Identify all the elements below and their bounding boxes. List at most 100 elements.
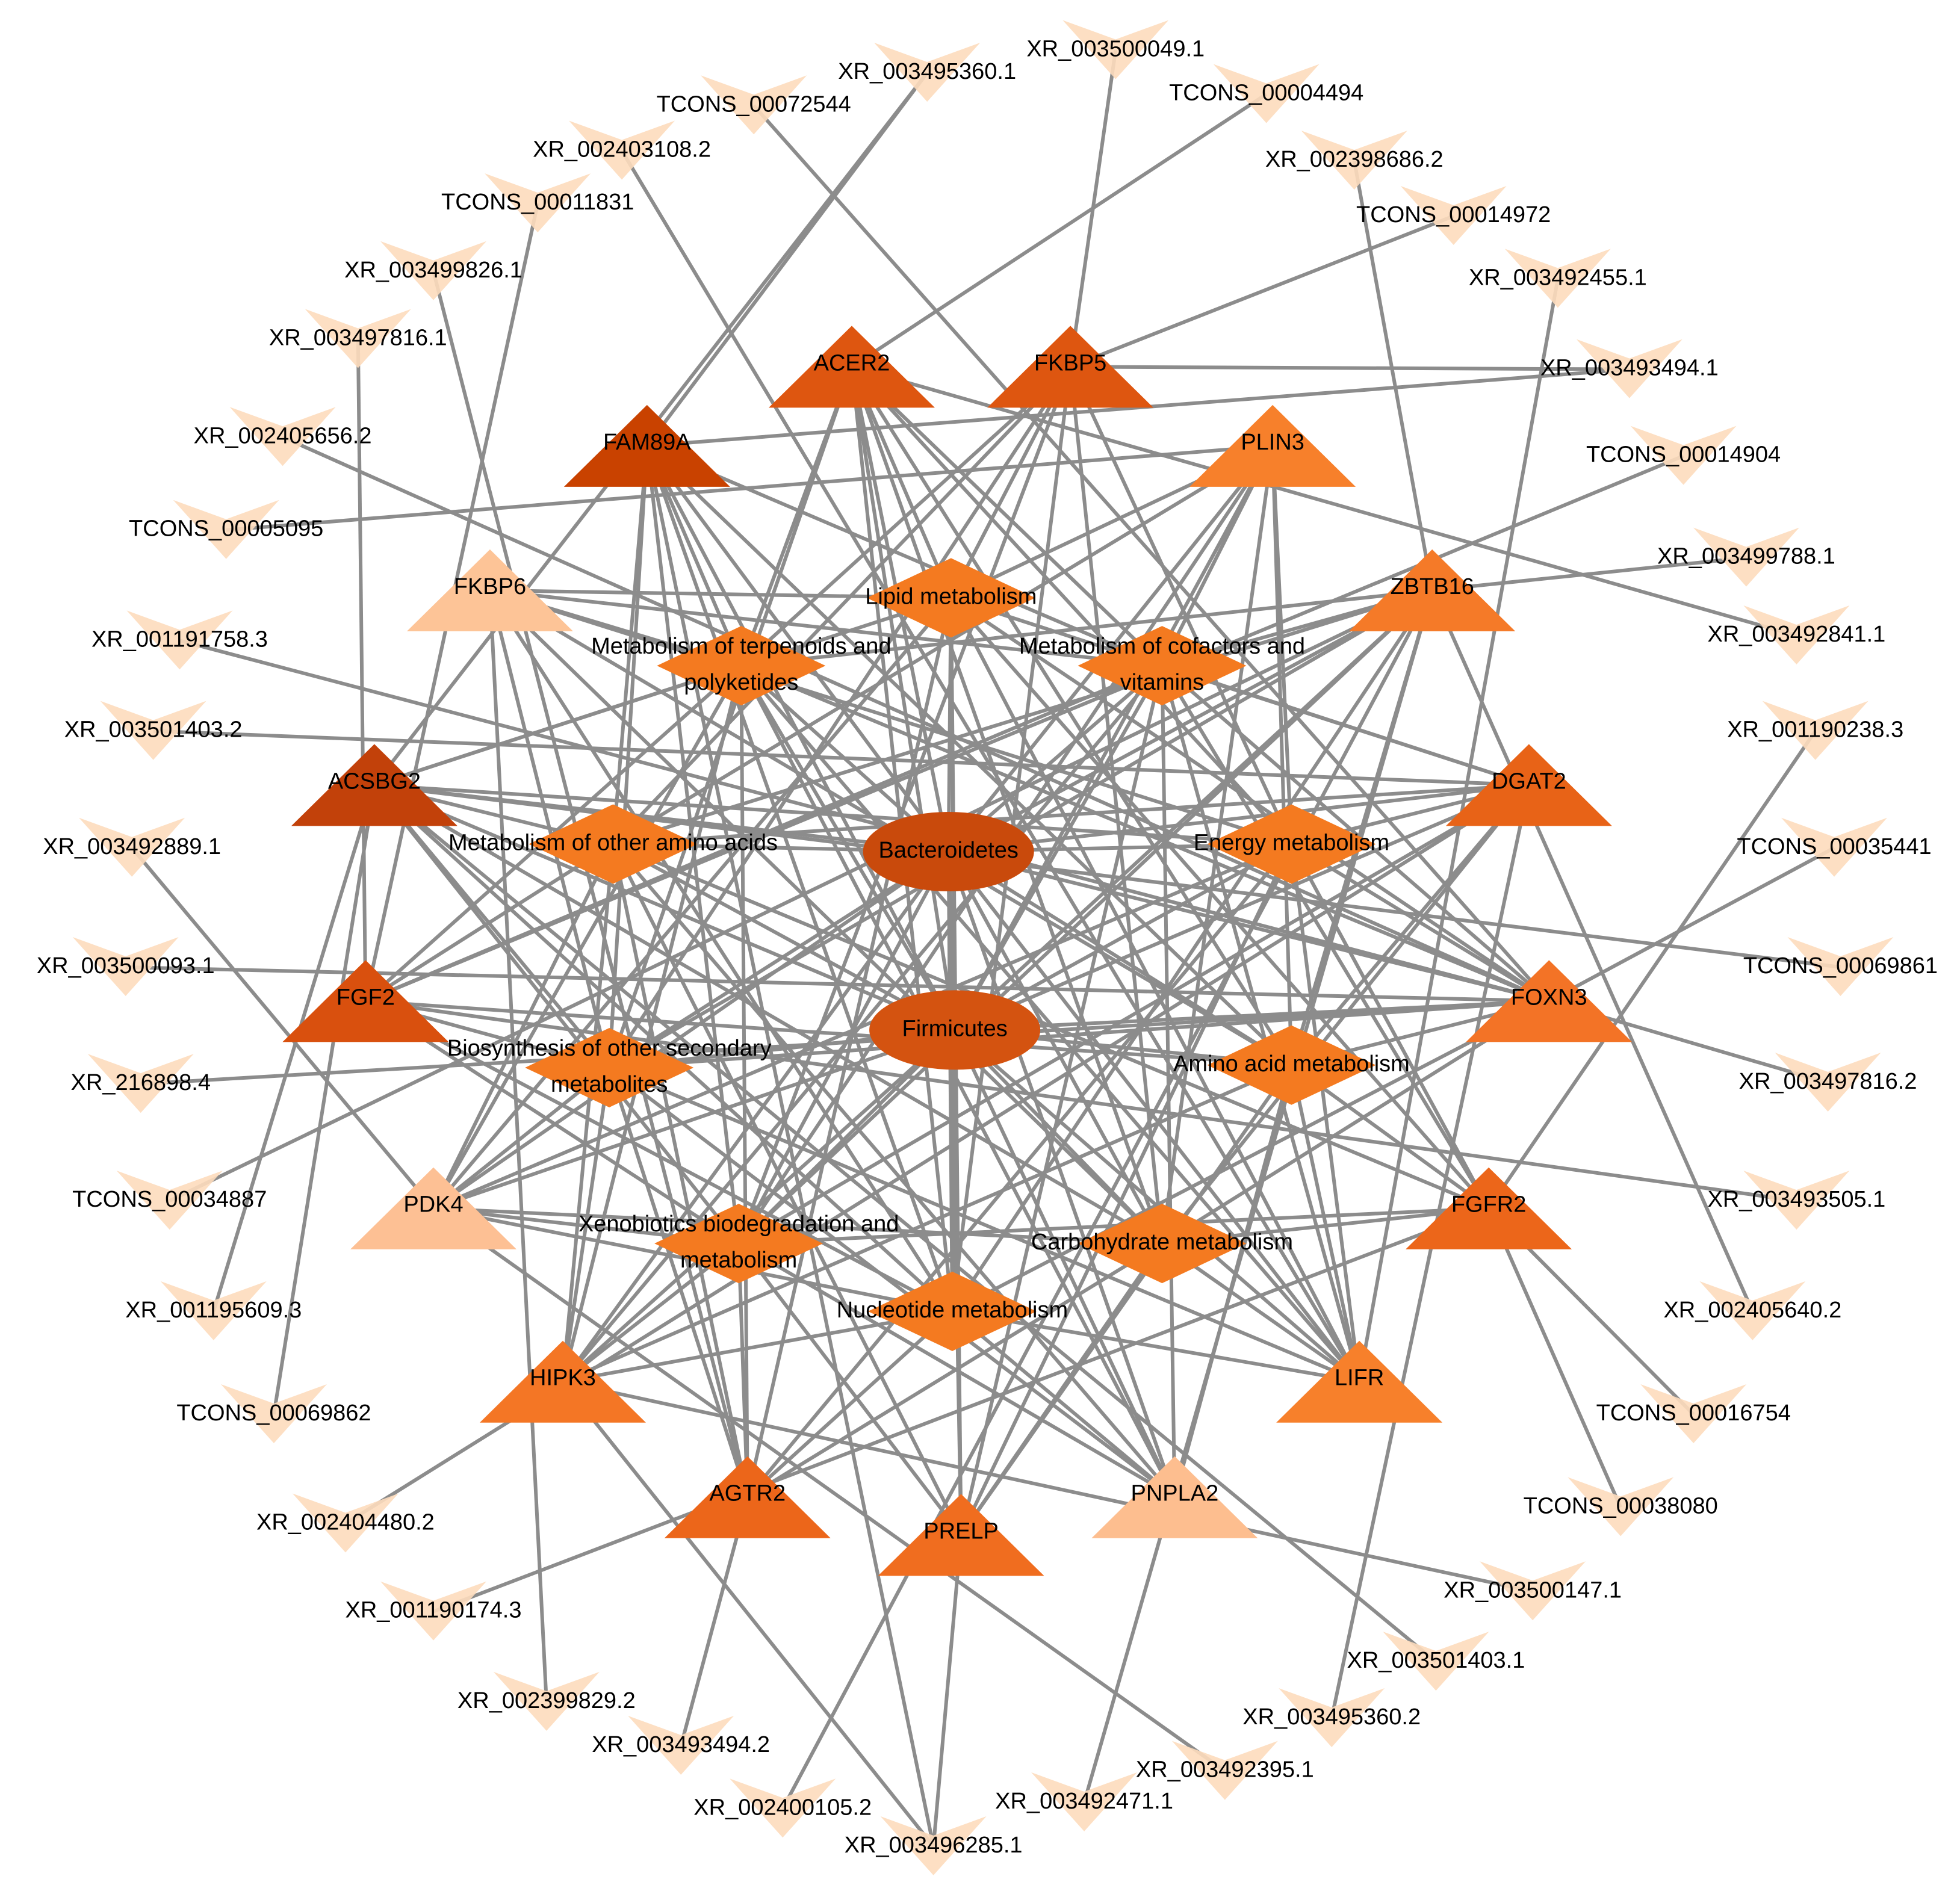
edge (373, 784, 954, 1313)
pathway-label: polyketides (684, 670, 798, 695)
edge (850, 365, 1293, 846)
gene-label: PRELP (923, 1518, 999, 1544)
pathway-label: Lipid metabolism (865, 584, 1037, 609)
lncrna-node (701, 75, 807, 135)
gene-node (1189, 404, 1356, 487)
edge (739, 664, 1177, 1499)
lncrna-node (1480, 1561, 1586, 1621)
gene-label: ACSBG2 (328, 769, 421, 794)
edge (365, 999, 1292, 1067)
lncrna-label: XR_003501403.2 (64, 717, 243, 743)
lncrna-label: XR_002403108.2 (533, 137, 711, 162)
lncrna-label: TCONS_00005095 (129, 516, 323, 542)
edge (737, 1243, 749, 1497)
gene-node (1091, 1456, 1258, 1538)
gene-node (1445, 744, 1612, 826)
lncrna-label: XR_003493494.1 (1540, 356, 1719, 381)
gene-label: PDK4 (403, 1192, 463, 1218)
edge (954, 842, 1292, 1032)
lncrna-node (874, 43, 981, 102)
edge (1082, 590, 1434, 1803)
edge (374, 783, 1292, 846)
lncrna-node (380, 241, 487, 300)
pathway-node (866, 558, 1035, 638)
gene-label: PLIN3 (1241, 430, 1304, 455)
lncrna-node (1781, 817, 1888, 877)
edge (1160, 665, 1362, 1382)
gene-node (350, 1167, 517, 1249)
edge (1070, 365, 1630, 371)
pathway-label: vitamins (1120, 670, 1204, 695)
edge (432, 1206, 1490, 1614)
edge (489, 588, 1162, 668)
gene-node (768, 326, 935, 408)
lncrna-node (100, 701, 206, 760)
gene-node (664, 1456, 831, 1538)
gene-node (406, 549, 573, 631)
pathway-node (1078, 626, 1247, 706)
lncrna-label: XR_003499788.1 (1657, 544, 1835, 569)
edge (612, 365, 1072, 846)
gene-label: ACER2 (814, 350, 890, 376)
pathway-label: Xenobiotics biodegradation and (578, 1212, 899, 1237)
edge (951, 999, 1550, 1313)
lncrna-node (1762, 701, 1869, 760)
lncrna-node (1171, 1741, 1278, 1800)
edge (211, 784, 376, 1312)
edge (561, 1029, 957, 1383)
lncrna-node (1400, 185, 1507, 245)
edge (432, 271, 749, 1498)
lncrna-label: XR_003492841.1 (1707, 622, 1885, 647)
edge (646, 444, 1163, 667)
gene-node (479, 1340, 646, 1423)
nodes (72, 20, 1894, 1875)
lncrna-node (79, 817, 185, 877)
edge (1068, 366, 1294, 845)
gene-node (1406, 1167, 1572, 1249)
lncrna-node (485, 173, 591, 233)
lncrna-node (72, 936, 179, 996)
pathway-node (657, 626, 826, 706)
lncrna-label: XR_003501403.1 (1347, 1648, 1525, 1673)
gene-label: FGFR2 (1451, 1192, 1527, 1218)
lncrna-node (292, 1493, 399, 1553)
edge (850, 365, 1293, 1066)
gene-node (1466, 960, 1633, 1042)
pathway-node (525, 1027, 694, 1107)
edge (272, 784, 376, 1415)
gene-label: AGTR2 (709, 1481, 786, 1506)
pathway-label: Amino acid metabolism (1173, 1051, 1410, 1077)
lncrna-label: XR_003497816.1 (269, 326, 447, 351)
lncrna-label: TCONS_00014972 (1356, 202, 1551, 227)
lncrna-node (880, 1816, 987, 1875)
edge (1271, 445, 1294, 1065)
pathway-node (1078, 1204, 1247, 1284)
edge (562, 1063, 1292, 1384)
pathway-label: Nucleotide metabolism (837, 1298, 1068, 1323)
lncrna-label: XR_003500093.1 (37, 953, 215, 979)
lncrna-node (1568, 1477, 1674, 1537)
lncrna-node (160, 1281, 267, 1340)
edge (781, 589, 1434, 1810)
lncrna-label: XR_002404480.2 (256, 1510, 435, 1535)
edge (373, 664, 742, 787)
lncrna-node (380, 1581, 487, 1641)
edge (645, 445, 957, 1031)
edge (746, 1310, 954, 1499)
gene-label: FKBP5 (1034, 350, 1106, 376)
lncrna-node (1576, 339, 1682, 398)
edge (737, 783, 1530, 1245)
edge (741, 588, 1433, 668)
microbe-label: Firmicutes (902, 1016, 1008, 1041)
edge (737, 1242, 963, 1537)
lncrna-node (1504, 249, 1611, 308)
lncrna-label: TCONS_00038080 (1524, 1493, 1718, 1518)
lncrna-label: TCONS_00011831 (441, 190, 634, 215)
lncrna-label: TCONS_00035441 (1737, 834, 1931, 859)
lncrna-node (1743, 605, 1850, 665)
edge (1548, 846, 1835, 1003)
lncrna-label: TCONS_00004494 (1169, 81, 1363, 106)
lncrna-node (305, 309, 411, 368)
lncrna-label: XR_003499826.1 (344, 258, 523, 283)
